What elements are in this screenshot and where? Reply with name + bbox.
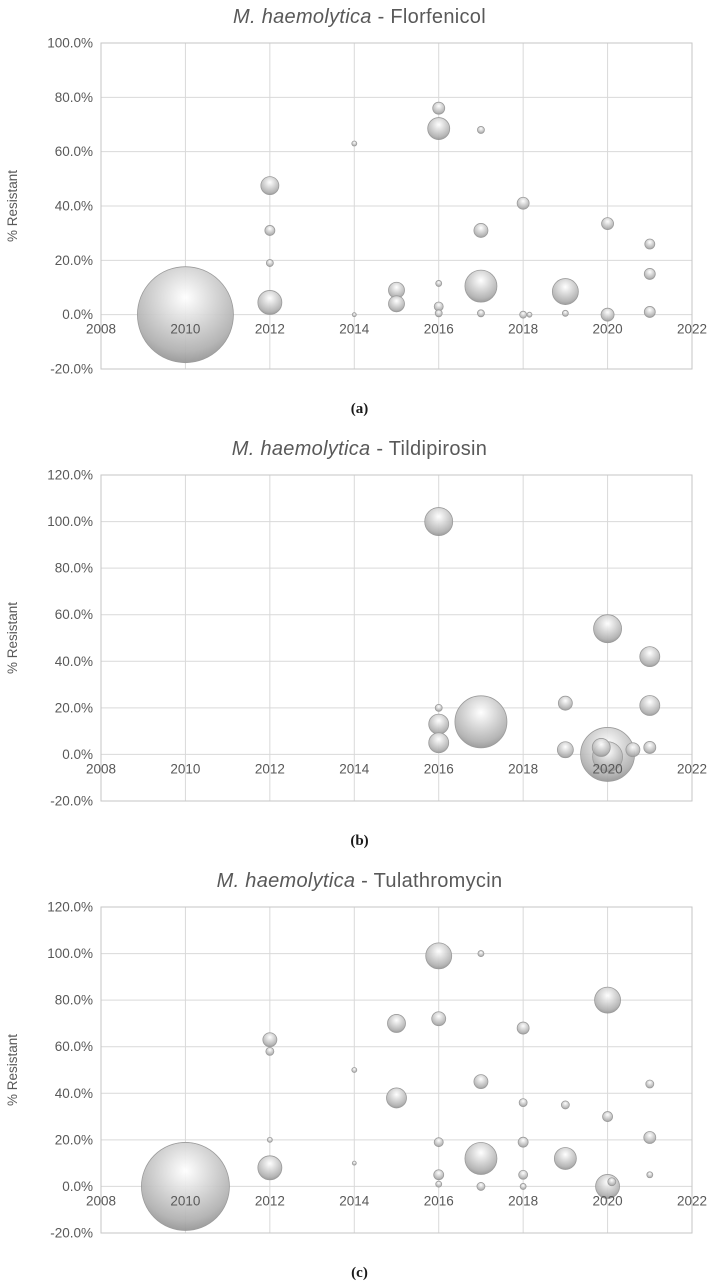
x-tick-label: 2020: [593, 1193, 623, 1208]
y-tick-label: 0.0%: [62, 747, 93, 762]
chart-title-c: M. haemolytica - Tulathromycin: [0, 868, 719, 895]
y-tick-label: 40.0%: [55, 654, 93, 669]
chart-title-species: M. haemolytica: [233, 6, 372, 28]
y-axis-title: % Resistant: [5, 602, 20, 674]
x-tick-label: 2008: [86, 1193, 116, 1208]
y-tick-label: 0.0%: [62, 1179, 93, 1194]
y-tick-label: 100.0%: [47, 946, 93, 961]
chart-title-species: M. haemolytica: [216, 870, 356, 892]
x-tick-label: 2016: [424, 1193, 454, 1208]
y-tick-label: 120.0%: [47, 900, 93, 915]
y-tick-label: 0.0%: [62, 307, 93, 322]
y-tick-label: 20.0%: [55, 1132, 93, 1147]
x-tick-label: 2012: [255, 761, 285, 776]
chart-title-species: M. haemolytica: [231, 438, 371, 460]
y-tick-label: -20.0%: [50, 1226, 93, 1241]
y-tick-label: 100.0%: [47, 36, 93, 51]
x-tick-label: 2018: [508, 761, 538, 776]
bubble-chart-tulathromycin: -20.0% 0.0% 20.0% 40.0% 60.0% 80.0% 100.0% 120.…: [5, 900, 707, 1241]
x-tick-label: 2018: [508, 322, 538, 337]
x-tick-label: 2014: [339, 1193, 370, 1208]
x-tick-label: 2022: [677, 761, 707, 776]
x-tick-label: 2020: [593, 322, 623, 337]
y-tick-label: 80.0%: [55, 993, 93, 1008]
y-tick-label: -20.0%: [50, 362, 93, 377]
x-tick-label: 2008: [86, 322, 116, 337]
x-tick-label: 2010: [170, 761, 200, 776]
chart-title-b: M. haemolytica - Tildipirosin: [0, 436, 719, 463]
y-tick-label: 20.0%: [55, 253, 93, 268]
bubble-chart-florfenicol: -20.0% 0.0% 20.0% 40.0% 60.0% 80.0% 100.0% 2008…: [5, 36, 707, 377]
x-tick-label: 2010: [170, 322, 200, 337]
y-tick-label: 100.0%: [47, 514, 93, 529]
chart-title-a: M. haemolytica - Florfenicol: [0, 4, 719, 31]
x-tick-label: 2012: [255, 322, 285, 337]
x-tick-label: 2014: [339, 322, 370, 337]
chart-title-drug: - Tildipirosin: [370, 438, 488, 460]
y-tick-label: 40.0%: [55, 1086, 93, 1101]
y-tick-label: 60.0%: [55, 1039, 93, 1054]
chart-panel-c: M. haemolytica - Tulathromycin -20.0% 0.0…: [0, 854, 719, 1286]
x-tick-label: 2018: [508, 1193, 538, 1208]
y-tick-label: 20.0%: [55, 700, 93, 715]
chart-sublabel-b: (b): [350, 833, 369, 849]
x-tick-label: 2016: [424, 761, 454, 776]
x-tick-label: 2014: [339, 761, 370, 776]
y-tick-label: 80.0%: [55, 90, 93, 105]
chart-panel-a: M. haemolytica - Florfenicol -20.0% 0.0% 2…: [0, 0, 719, 422]
x-tick-label: 2022: [677, 1193, 707, 1208]
y-tick-label: 60.0%: [55, 607, 93, 622]
chart-title-drug: - Tulathromycin: [355, 870, 503, 892]
x-tick-label: 2016: [424, 322, 454, 337]
y-tick-label: 120.0%: [47, 468, 93, 483]
chart-sublabel-c: (c): [351, 1265, 368, 1281]
chart-title-drug: - Florfenicol: [371, 6, 486, 28]
chart-sublabel-a: (a): [350, 401, 369, 417]
bubble-chart-tildipirosin: -20.0% 0.0% 20.0% 40.0% 60.0% 80.0% 100.0% 120.…: [5, 468, 707, 809]
y-tick-label: 80.0%: [55, 561, 93, 576]
x-tick-label: 2012: [255, 1193, 285, 1208]
chart-panel-b: M. haemolytica - Tildipirosin -20.0% 0.0%…: [0, 422, 719, 854]
y-axis-title: % Resistant: [5, 170, 20, 242]
y-tick-label: 40.0%: [55, 199, 93, 214]
y-axis-title: % Resistant: [5, 1034, 20, 1106]
x-tick-label: 2020: [593, 761, 623, 776]
x-tick-label: 2010: [170, 1193, 200, 1208]
y-tick-label: 60.0%: [55, 144, 93, 159]
x-tick-label: 2022: [677, 322, 707, 337]
x-tick-label: 2008: [86, 761, 116, 776]
y-tick-label: -20.0%: [50, 794, 93, 809]
